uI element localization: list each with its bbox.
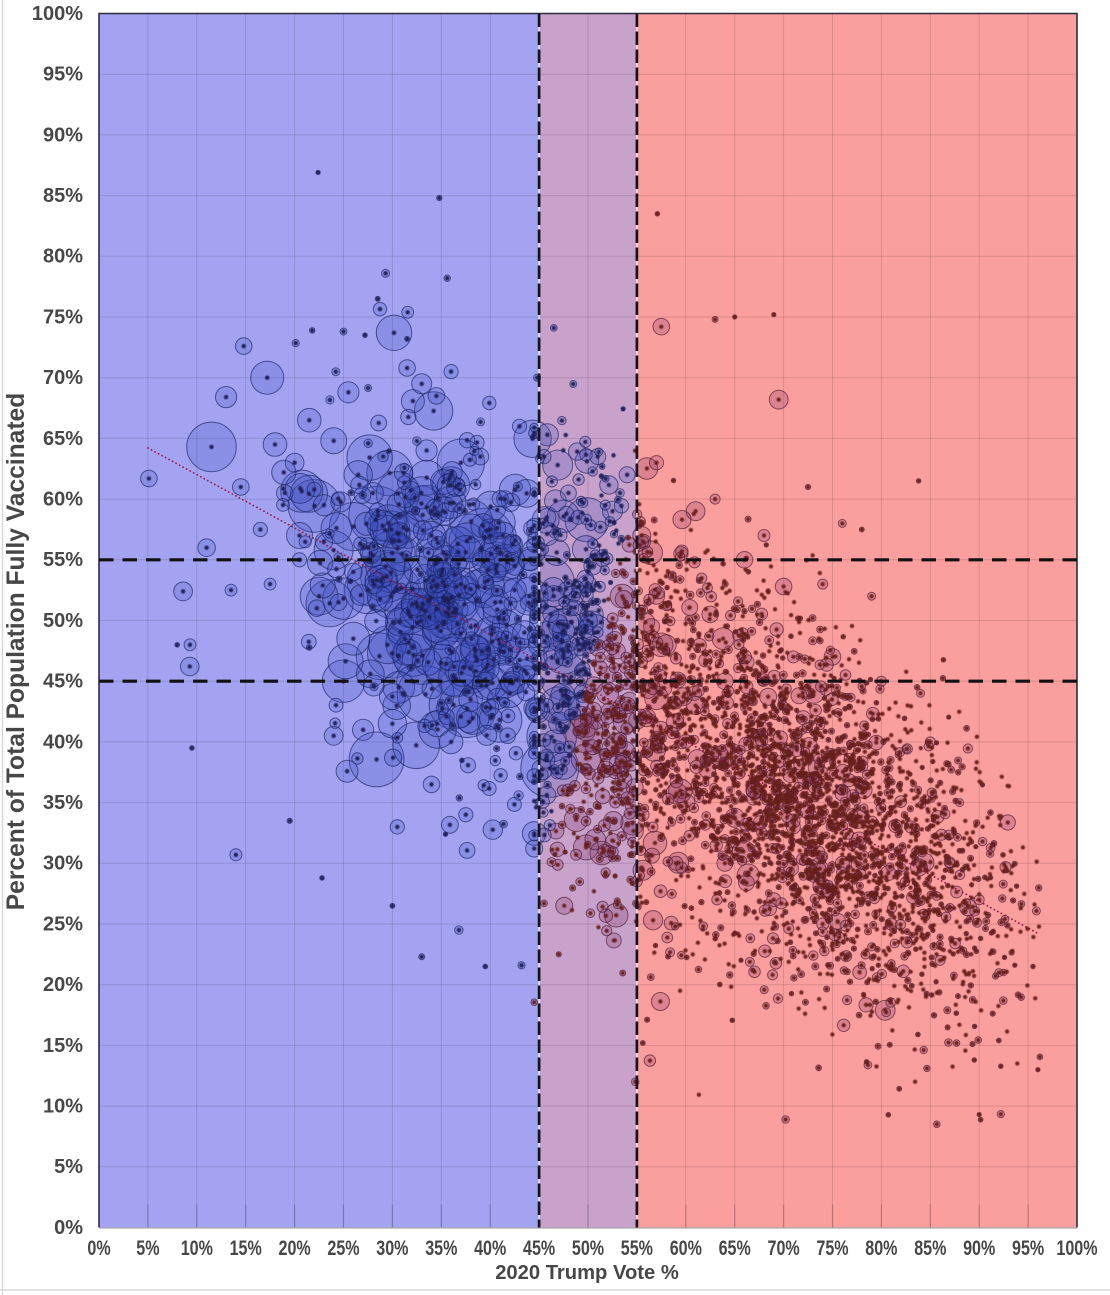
svg-text:40%: 40% (474, 1236, 506, 1260)
svg-text:2020 Trump Vote %: 2020 Trump Vote % (495, 1262, 679, 1284)
svg-text:20%: 20% (279, 1236, 311, 1260)
svg-text:25%: 25% (43, 913, 83, 935)
svg-text:20%: 20% (43, 974, 83, 996)
svg-text:75%: 75% (816, 1236, 848, 1260)
svg-text:85%: 85% (43, 185, 83, 207)
svg-text:15%: 15% (43, 1035, 83, 1057)
svg-text:0%: 0% (54, 1217, 83, 1239)
svg-text:95%: 95% (1012, 1236, 1044, 1260)
svg-text:60%: 60% (670, 1236, 702, 1260)
svg-text:30%: 30% (43, 853, 83, 875)
svg-text:100%: 100% (1056, 1236, 1097, 1260)
svg-text:70%: 70% (768, 1236, 800, 1260)
svg-text:5%: 5% (54, 1156, 83, 1178)
svg-text:35%: 35% (43, 792, 83, 814)
svg-text:40%: 40% (43, 731, 83, 753)
svg-text:45%: 45% (43, 671, 83, 693)
svg-text:65%: 65% (719, 1236, 751, 1260)
svg-text:0%: 0% (87, 1236, 110, 1260)
svg-text:45%: 45% (523, 1236, 555, 1260)
svg-text:35%: 35% (425, 1236, 457, 1260)
svg-text:10%: 10% (181, 1236, 213, 1260)
svg-text:80%: 80% (865, 1236, 897, 1260)
svg-text:100%: 100% (32, 3, 83, 25)
svg-text:25%: 25% (327, 1236, 359, 1260)
svg-text:50%: 50% (43, 610, 83, 632)
svg-text:30%: 30% (376, 1236, 408, 1260)
svg-text:85%: 85% (914, 1236, 946, 1260)
svg-text:10%: 10% (43, 1096, 83, 1118)
svg-text:60%: 60% (43, 489, 83, 511)
svg-text:55%: 55% (621, 1236, 653, 1260)
svg-text:15%: 15% (230, 1236, 262, 1260)
svg-text:50%: 50% (572, 1236, 604, 1260)
svg-text:80%: 80% (43, 246, 83, 268)
svg-text:Percent of Total Population Fu: Percent of Total Population Fully Vaccin… (3, 393, 30, 910)
svg-text:70%: 70% (43, 367, 83, 389)
svg-text:95%: 95% (43, 64, 83, 86)
svg-text:5%: 5% (136, 1236, 159, 1260)
svg-text:90%: 90% (43, 124, 83, 146)
svg-text:55%: 55% (43, 549, 83, 571)
svg-text:65%: 65% (43, 428, 83, 450)
svg-text:90%: 90% (963, 1236, 995, 1260)
svg-text:75%: 75% (43, 306, 83, 328)
